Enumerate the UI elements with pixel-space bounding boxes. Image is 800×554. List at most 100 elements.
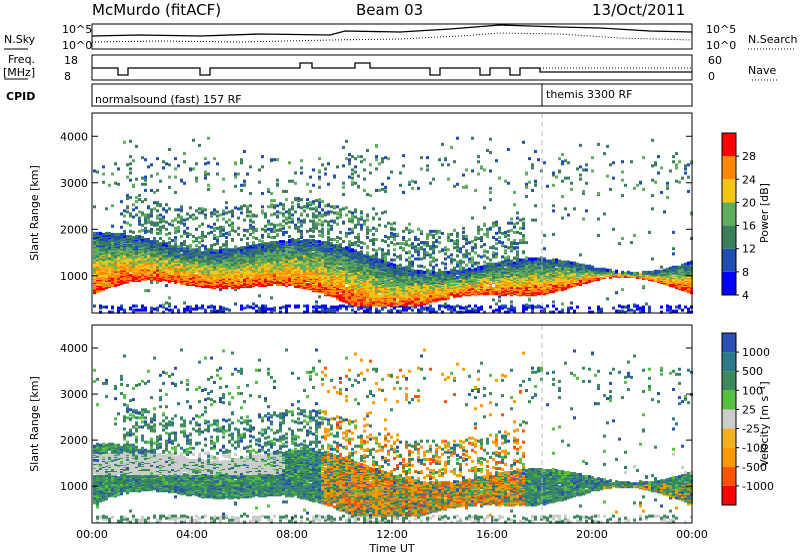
echo-cell bbox=[168, 296, 171, 299]
echo-cell bbox=[270, 199, 273, 202]
echo-cell bbox=[144, 183, 147, 186]
echo-cell bbox=[393, 228, 396, 231]
echo-cell bbox=[297, 305, 300, 308]
echo-cell bbox=[378, 224, 381, 227]
echo-cell bbox=[216, 173, 219, 176]
echo-cell bbox=[330, 220, 333, 223]
echo-cell bbox=[336, 217, 339, 220]
echo-cell bbox=[249, 219, 252, 222]
echo-cell bbox=[135, 200, 138, 203]
echo-cell bbox=[123, 214, 126, 217]
echo-cell bbox=[123, 209, 126, 212]
echo-cell bbox=[288, 305, 291, 308]
echo-cell bbox=[180, 235, 183, 238]
echo-cell bbox=[285, 244, 288, 247]
echo-cell bbox=[105, 306, 108, 309]
echo-cell bbox=[219, 306, 222, 309]
echo-cell bbox=[276, 214, 279, 217]
echo-cell bbox=[270, 273, 273, 276]
echo-cell bbox=[195, 228, 198, 231]
echo-cell bbox=[234, 185, 237, 188]
echo-cell bbox=[342, 221, 345, 224]
echo-cell bbox=[273, 204, 276, 207]
echo-cell bbox=[141, 200, 144, 203]
echo-cell bbox=[150, 228, 153, 231]
echo-cell bbox=[135, 309, 138, 312]
echo-cell bbox=[195, 162, 198, 165]
echo-cell bbox=[375, 252, 378, 255]
echo-cell bbox=[252, 221, 255, 224]
echo-cell bbox=[312, 223, 315, 226]
echo-cell bbox=[399, 264, 402, 267]
echo-cell bbox=[279, 202, 282, 205]
echo-cell bbox=[342, 207, 345, 210]
echo-cell bbox=[210, 247, 213, 250]
echo-cell bbox=[375, 308, 378, 311]
echo-cell bbox=[366, 245, 369, 248]
echo-cell bbox=[102, 165, 105, 168]
echo-cell bbox=[378, 247, 381, 250]
echo-cell bbox=[114, 233, 117, 236]
echo-cell bbox=[135, 235, 138, 238]
echo-cell bbox=[384, 186, 387, 189]
echo-cell bbox=[111, 204, 114, 207]
echo-cell bbox=[222, 212, 225, 215]
echo-cell bbox=[198, 264, 201, 267]
echo-cell bbox=[324, 305, 327, 308]
echo-cell bbox=[336, 270, 339, 273]
echo-cell bbox=[189, 206, 192, 209]
echo-cell bbox=[255, 305, 258, 308]
echo-cell bbox=[195, 274, 198, 277]
echo-cell bbox=[138, 244, 141, 247]
echo-cell bbox=[318, 295, 321, 298]
echo-cell bbox=[207, 232, 210, 235]
echo-cell bbox=[384, 235, 387, 238]
echo-cell bbox=[111, 242, 114, 245]
nave-right-tick-top: 60 bbox=[708, 54, 722, 67]
echo-cell bbox=[183, 247, 186, 250]
echo-cell bbox=[258, 307, 261, 310]
echo-cell bbox=[216, 236, 219, 239]
echo-cell bbox=[201, 231, 204, 234]
echo-cell bbox=[351, 155, 354, 158]
echo-cell bbox=[102, 181, 105, 184]
echo-cell bbox=[297, 197, 300, 200]
echo-cell bbox=[315, 240, 318, 243]
echo-cell bbox=[351, 173, 354, 176]
echo-cell bbox=[396, 310, 399, 313]
echo-cell bbox=[357, 251, 360, 254]
echo-cell bbox=[141, 211, 144, 214]
echo-cell bbox=[165, 308, 168, 311]
echo-cell bbox=[381, 260, 384, 263]
echo-cell bbox=[285, 222, 288, 225]
echo-cell bbox=[180, 205, 183, 208]
echo-cell bbox=[318, 211, 321, 214]
echo-cell bbox=[342, 290, 345, 293]
echo-cell bbox=[363, 223, 366, 226]
echo-cell bbox=[336, 211, 339, 214]
echo-cell bbox=[309, 176, 312, 179]
echo-cell bbox=[138, 210, 141, 213]
echo-cell bbox=[354, 157, 357, 160]
echo-cell bbox=[297, 218, 300, 221]
echo-cell bbox=[339, 216, 342, 219]
echo-cell bbox=[213, 227, 216, 230]
echo-cell bbox=[210, 226, 213, 229]
echo-cell bbox=[231, 214, 234, 217]
echo-cell bbox=[183, 219, 186, 222]
echo-cell bbox=[189, 252, 192, 255]
echo-cell bbox=[393, 253, 396, 256]
echo-cell bbox=[324, 167, 327, 170]
echo-cell bbox=[309, 201, 312, 204]
echo-cell bbox=[321, 200, 324, 203]
echo-cell bbox=[147, 230, 150, 233]
echo-cell bbox=[129, 212, 132, 215]
echo-cell bbox=[300, 220, 303, 223]
echo-cell bbox=[366, 232, 369, 235]
echo-cell bbox=[117, 307, 120, 310]
echo-cell bbox=[363, 242, 366, 245]
echo-cell bbox=[252, 226, 255, 229]
echo-cell bbox=[147, 289, 150, 292]
echo-cell bbox=[372, 238, 375, 241]
echo-cell bbox=[300, 198, 303, 201]
